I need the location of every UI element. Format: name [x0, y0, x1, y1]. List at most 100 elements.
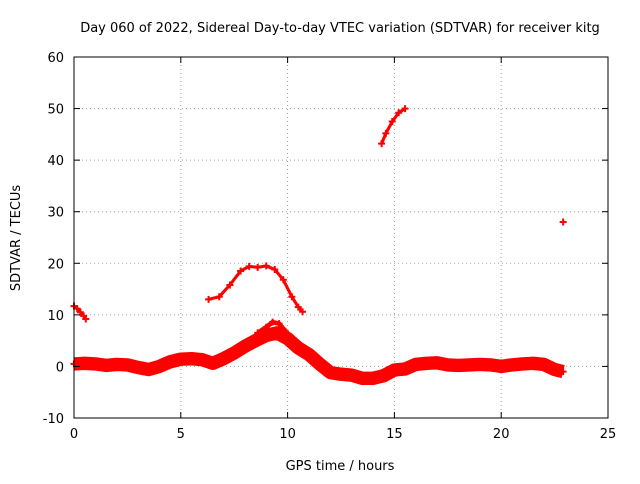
tick-labels: 0 5 10 15 20 25 -10 0 10 20 30 40 50 60	[43, 51, 617, 442]
series-baseline-band	[70, 326, 567, 386]
plot-frame	[73, 56, 609, 419]
data-point-baseline-band	[358, 374, 366, 382]
y-tick-label: -10	[43, 412, 64, 427]
series-midday-arc	[205, 262, 307, 316]
data-point-baseline-band	[348, 371, 356, 379]
data-point-baseline-band	[113, 360, 121, 368]
data-point-baseline-band	[540, 360, 548, 368]
axis-ticks	[73, 56, 609, 419]
x-tick-label: 0	[70, 427, 78, 442]
data-point-midday-arc	[271, 265, 279, 273]
data-series	[70, 105, 567, 386]
data-point-baseline-band	[155, 362, 163, 370]
data-point-hump-peak-trace	[262, 323, 270, 331]
data-point-midday-arc	[299, 308, 307, 316]
data-point-baseline-band	[252, 337, 260, 345]
y-tick-label: 0	[56, 360, 64, 375]
data-point-high-arc	[388, 117, 396, 125]
data-point-hump-peak-trace	[275, 320, 283, 328]
data-point-baseline-band	[551, 366, 559, 374]
data-point-baseline-band	[134, 363, 142, 371]
series-high-arc	[378, 105, 409, 148]
data-point-baseline-band	[559, 368, 567, 376]
x-axis-label: GPS time / hours	[286, 459, 395, 474]
data-point-midday-arc	[262, 262, 270, 270]
data-point-baseline-band	[294, 344, 302, 352]
data-point-baseline-band	[433, 359, 441, 367]
data-point-hump-peak-trace	[269, 318, 277, 326]
data-point-baseline-band	[326, 369, 334, 377]
data-point-baseline-band	[380, 372, 388, 380]
x-tick-label: 10	[279, 427, 296, 442]
data-point-baseline-band	[187, 355, 195, 363]
data-point-baseline-band	[412, 360, 420, 368]
y-tick-label: 60	[47, 51, 64, 66]
data-point-baseline-band	[487, 361, 495, 369]
series-hump-peak-trace	[254, 318, 296, 344]
data-point-midday-arc	[205, 295, 213, 303]
y-tick-label: 10	[47, 309, 64, 324]
data-point-baseline-band	[91, 360, 99, 368]
data-point-baseline-band	[476, 360, 484, 368]
data-point-baseline-band	[422, 359, 430, 367]
series-isolated-point	[559, 218, 567, 226]
data-point-midday-arc	[254, 263, 262, 271]
data-point-hump-peak-trace	[288, 336, 296, 344]
data-point-baseline-band	[209, 359, 217, 367]
data-point-baseline-band	[123, 361, 131, 369]
data-point-baseline-band	[230, 349, 238, 357]
data-point-baseline-band	[262, 331, 270, 339]
data-point-baseline-band	[166, 358, 174, 366]
data-point-baseline-band	[305, 351, 313, 359]
data-point-baseline-band	[454, 361, 462, 369]
x-tick-label: 25	[600, 427, 617, 442]
data-point-baseline-band	[145, 366, 153, 374]
data-point-baseline-band	[220, 355, 228, 363]
data-point-high-arc	[401, 105, 409, 113]
data-point-midday-arc	[294, 303, 302, 311]
y-tick-label: 20	[47, 257, 64, 272]
x-tick-label: 5	[177, 427, 185, 442]
data-point-high-arc	[378, 140, 386, 148]
data-point-midday-arc	[245, 262, 253, 270]
data-point-baseline-band	[444, 361, 452, 369]
data-point-high-arc	[382, 129, 390, 137]
data-point-midday-arc	[288, 293, 296, 301]
data-point-isolated-point	[559, 218, 567, 226]
data-point-baseline-band	[102, 361, 110, 369]
data-point-hump-peak-trace	[254, 329, 262, 337]
data-point-baseline-band	[273, 329, 281, 337]
data-point-midday-arc	[237, 267, 245, 275]
data-point-high-arc	[395, 109, 403, 117]
data-point-baseline-band	[337, 370, 345, 378]
series-band-midday-arc	[208, 264, 304, 313]
data-point-baseline-band	[369, 374, 377, 382]
data-point-early-decay-arc	[73, 305, 81, 313]
data-point-baseline-band	[198, 356, 206, 364]
chart-title: Day 060 of 2022, Sidereal Day-to-day VTE…	[80, 21, 600, 36]
data-point-baseline-band	[81, 359, 89, 367]
y-tick-label: 30	[47, 206, 64, 221]
data-point-baseline-band	[465, 361, 473, 369]
data-point-baseline-band	[401, 365, 409, 373]
data-point-baseline-band	[390, 366, 398, 374]
y-tick-label: 40	[47, 154, 64, 169]
y-tick-label: 50	[47, 103, 64, 118]
x-tick-label: 20	[493, 427, 510, 442]
data-point-early-decay-arc	[76, 308, 84, 316]
data-point-baseline-band	[241, 342, 249, 350]
data-point-baseline-band	[177, 355, 185, 363]
data-point-midday-arc	[226, 281, 234, 289]
data-point-hump-peak-trace	[281, 327, 289, 335]
data-point-early-decay-arc	[82, 315, 90, 323]
data-point-midday-arc	[279, 276, 287, 284]
data-point-midday-arc	[215, 293, 223, 301]
data-point-baseline-band	[497, 362, 505, 370]
data-point-baseline-band	[316, 360, 324, 368]
data-point-baseline-band	[529, 359, 537, 367]
data-point-baseline-band	[519, 360, 527, 368]
y-axis-label: SDTVAR / TECUs	[9, 185, 24, 292]
